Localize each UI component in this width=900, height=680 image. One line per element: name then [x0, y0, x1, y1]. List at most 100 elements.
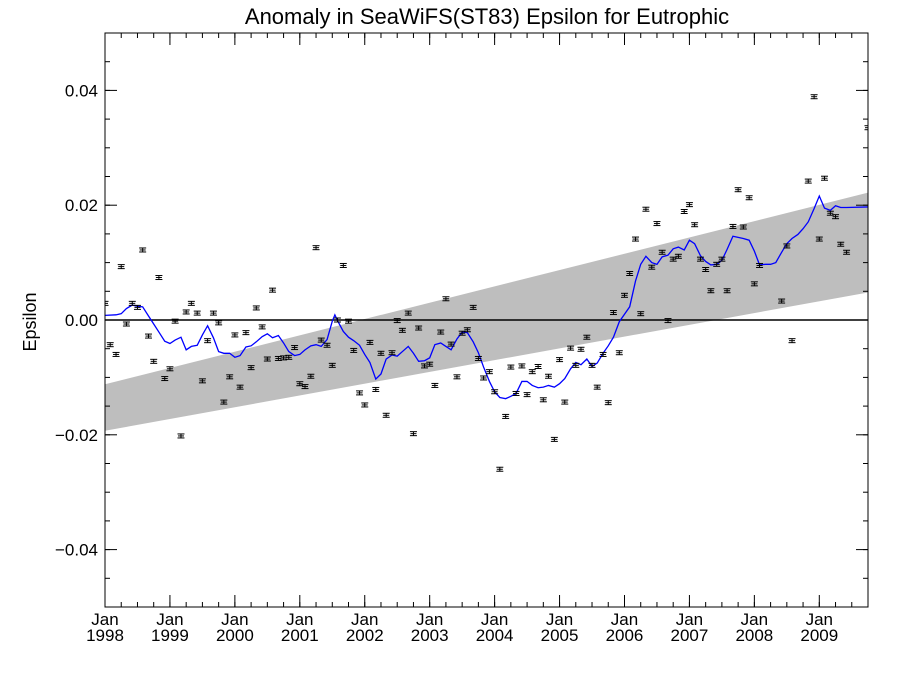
data-point: [609, 310, 617, 316]
data-point: [247, 365, 255, 371]
data-point: [361, 402, 369, 408]
data-point: [674, 253, 682, 259]
data-point: [193, 310, 201, 316]
y-tick-label: −0.02: [55, 426, 98, 445]
data-point: [161, 376, 169, 382]
x-tick-label-year: 2003: [411, 626, 449, 645]
data-point: [182, 309, 190, 315]
data-point: [356, 390, 364, 396]
data-point: [561, 399, 569, 405]
data-point: [204, 338, 212, 344]
x-tick-label-year: 2002: [346, 626, 384, 645]
data-point: [177, 433, 185, 439]
data-point: [350, 347, 358, 353]
x-tick-label-month: Jan: [156, 610, 183, 629]
data-point: [453, 374, 461, 380]
data-point: [145, 333, 153, 339]
running-mean-line: [105, 194, 868, 400]
data-point: [301, 384, 309, 390]
data-point: [577, 346, 585, 352]
x-tick-label-year: 2000: [216, 626, 254, 645]
x-tick-label-year: 2007: [671, 626, 709, 645]
data-point: [632, 236, 640, 242]
data-point: [231, 332, 239, 338]
data-point: [523, 392, 531, 398]
data-point: [317, 337, 325, 343]
data-point: [745, 195, 753, 201]
data-point: [739, 224, 747, 230]
data-point: [502, 413, 510, 419]
data-point: [556, 357, 564, 363]
data-point: [599, 351, 607, 357]
data-point: [458, 330, 466, 336]
y-tick-label: 0.02: [65, 196, 98, 215]
x-tick-label-year: 1998: [86, 626, 124, 645]
data-point: [707, 288, 715, 294]
data-point: [382, 412, 390, 418]
data-point: [220, 399, 228, 405]
x-tick-label-year: 2005: [541, 626, 579, 645]
x-tick-label-month: Jan: [741, 610, 768, 629]
x-tick-label-month: Jan: [351, 610, 378, 629]
x-tick-label-year: 2009: [800, 626, 838, 645]
data-point: [377, 350, 385, 356]
data-point: [372, 386, 380, 392]
data-point: [815, 236, 823, 242]
data-point: [236, 384, 244, 390]
data-point: [837, 241, 845, 247]
data-point: [604, 400, 612, 406]
data-point: [171, 318, 179, 324]
data-point: [285, 354, 293, 360]
data-point: [128, 300, 136, 306]
data-point: [307, 373, 315, 379]
x-tick-label-month: Jan: [806, 610, 833, 629]
x-tick-label-month: Jan: [286, 610, 313, 629]
data-point: [512, 390, 520, 396]
data-point: [572, 362, 580, 368]
data-point: [150, 358, 158, 364]
data-point: [734, 187, 742, 193]
data-point: [187, 300, 195, 306]
data-point: [226, 374, 234, 380]
data-point: [864, 125, 868, 131]
data-point: [339, 262, 347, 268]
data-point: [447, 341, 455, 347]
data-point: [105, 300, 109, 306]
y-axis-label: Epsilon: [20, 292, 40, 351]
x-tick-label-year: 1999: [151, 626, 189, 645]
data-point: [718, 256, 726, 262]
data-point: [415, 325, 423, 331]
data-point: [637, 311, 645, 317]
data-point: [518, 363, 526, 369]
data-point: [106, 342, 114, 348]
data-point: [653, 221, 661, 227]
data-point: [166, 366, 174, 372]
data-point: [626, 271, 634, 277]
data-point: [826, 210, 834, 216]
data-point: [696, 256, 704, 262]
x-tick-label-month: Jan: [416, 610, 443, 629]
data-point: [122, 321, 130, 327]
data-point: [388, 350, 396, 356]
data-point: [750, 281, 758, 287]
data-point: [507, 364, 515, 370]
data-point: [664, 318, 672, 324]
data-point: [398, 327, 406, 333]
data-point: [258, 324, 266, 330]
data-point: [788, 338, 796, 344]
data-point: [756, 262, 764, 268]
data-point: [328, 362, 336, 368]
data-point: [431, 382, 439, 388]
y-tick-label: 0.00: [65, 311, 98, 330]
data-point: [658, 249, 666, 255]
x-tick-label-month: Jan: [221, 610, 248, 629]
data-point: [252, 305, 260, 311]
chart-title: Anomaly in SeaWiFS(ST83) Epsilon for Eut…: [245, 4, 729, 29]
data-point: [474, 355, 482, 361]
data-point: [155, 275, 163, 281]
data-point: [588, 362, 596, 368]
data-point: [469, 304, 477, 310]
data-point: [491, 389, 499, 395]
